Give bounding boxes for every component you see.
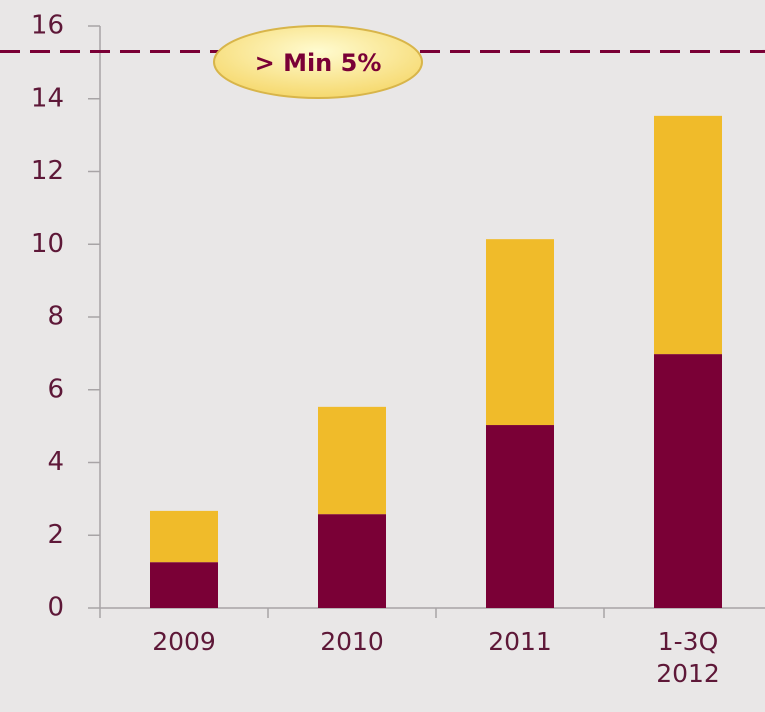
bar-segment xyxy=(318,406,386,515)
y-tick-label: 2 xyxy=(47,520,64,550)
bar-segment xyxy=(654,115,722,355)
x-tick-label: 2011 xyxy=(488,627,552,656)
annotation-text: > Min 5% xyxy=(255,49,382,77)
y-tick-label: 12 xyxy=(31,156,64,186)
y-tick-label: 4 xyxy=(47,447,64,477)
y-tick-label: 16 xyxy=(31,11,64,41)
bar-segment xyxy=(150,510,218,563)
y-tick-label: 0 xyxy=(47,593,64,623)
y-tick-label: 8 xyxy=(47,302,64,332)
bar-segment xyxy=(486,425,554,608)
bar-segment xyxy=(150,562,218,608)
x-tick-label: 2009 xyxy=(152,627,216,656)
y-tick-label: 6 xyxy=(47,374,64,404)
annotation-bubble xyxy=(213,25,423,99)
x-tick-label: 1-3Q 2012 xyxy=(656,627,720,688)
y-tick-label: 14 xyxy=(31,83,64,113)
x-tick-label: 2010 xyxy=(320,627,384,656)
bar-segment xyxy=(654,354,722,608)
y-tick-label: 10 xyxy=(31,229,64,259)
bar-segment xyxy=(318,514,386,608)
bar-segment xyxy=(486,239,554,426)
